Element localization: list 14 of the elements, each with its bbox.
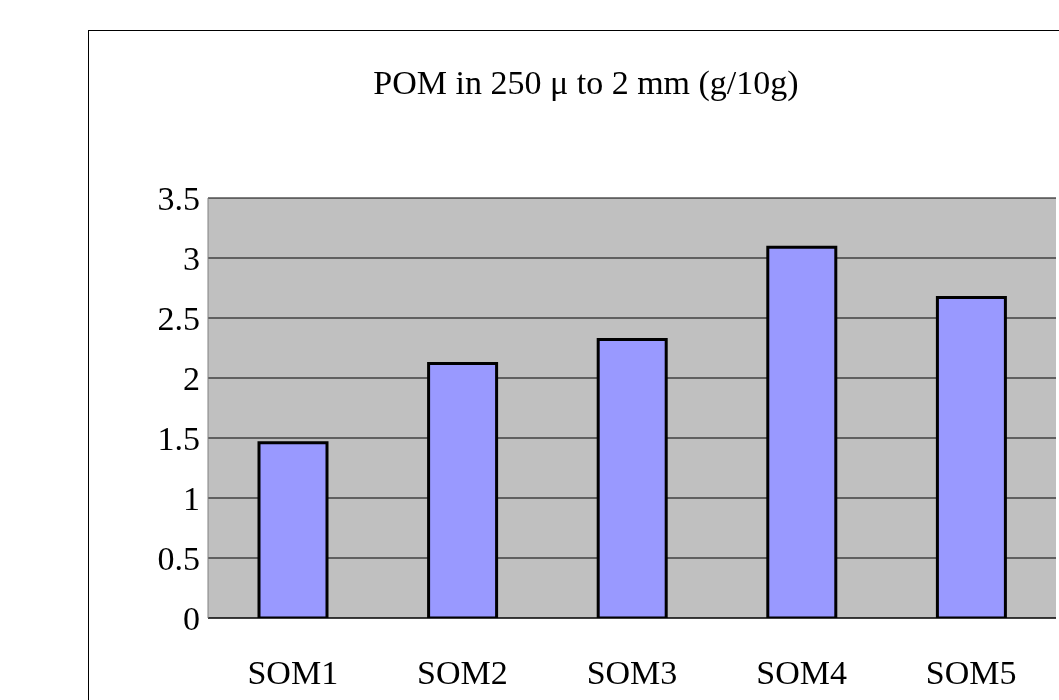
x-tick-label: SOM5 [925, 654, 1017, 692]
y-tick-label: 0 [183, 600, 200, 638]
x-tick-label: SOM1 [247, 654, 339, 692]
x-tick-label: SOM4 [756, 654, 847, 692]
y-tick-label: 3.5 [157, 180, 200, 218]
x-tick-label: SOM2 [417, 654, 508, 692]
chart-title: POM in 250 μ to 2 mm (g/10g) [372, 64, 800, 102]
y-tick-label: 2 [183, 360, 200, 398]
y-tick-label: 3 [183, 240, 200, 278]
y-tick-label: 2.5 [157, 300, 200, 338]
y-tick-label: 1 [183, 480, 200, 518]
y-tick-label: 0.5 [157, 540, 200, 578]
x-tick-label: SOM3 [586, 654, 678, 692]
y-tick-label: 1.5 [157, 420, 200, 458]
